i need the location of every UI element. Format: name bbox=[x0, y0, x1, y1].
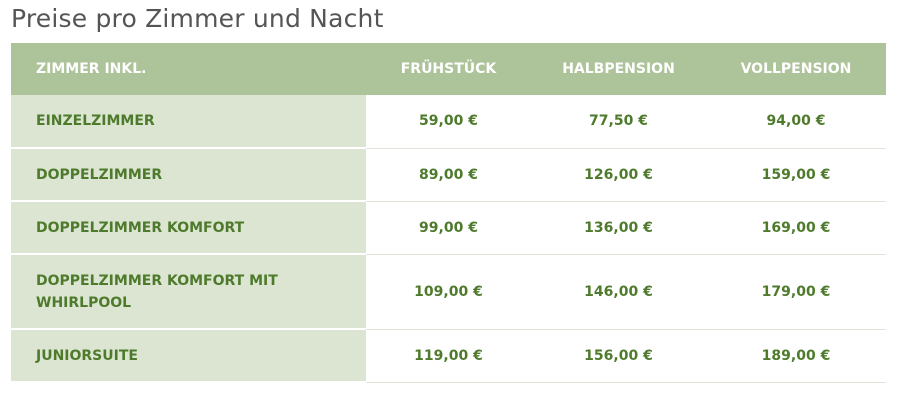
price-breakfast: 89,00 € bbox=[366, 148, 531, 202]
room-name: DOPPELZIMMER bbox=[11, 148, 366, 202]
price-full-board: 189,00 € bbox=[706, 329, 886, 383]
price-half-board: 126,00 € bbox=[531, 148, 706, 202]
price-breakfast: 119,00 € bbox=[366, 329, 531, 383]
room-name: DOPPELZIMMER KOMFORT bbox=[11, 201, 366, 255]
price-breakfast: 59,00 € bbox=[366, 95, 531, 149]
header-full-board: VOLLPENSION bbox=[706, 43, 886, 95]
price-half-board: 77,50 € bbox=[531, 95, 706, 149]
header-room: ZIMMER INKL. bbox=[11, 43, 366, 95]
price-breakfast: 99,00 € bbox=[366, 201, 531, 255]
table-row: DOPPELZIMMER KOMFORT MIT WHIRLPOOL 109,00… bbox=[11, 254, 886, 330]
price-table: ZIMMER INKL. FRÜHSTÜCK HALBPENSION VOLLP… bbox=[11, 43, 886, 383]
table-row: EINZELZIMMER 59,00 €77,50 €94,00 € bbox=[11, 95, 886, 149]
room-name: JUNIORSUITE bbox=[11, 329, 366, 383]
price-full-board: 94,00 € bbox=[706, 95, 886, 149]
room-name: EINZELZIMMER bbox=[11, 95, 366, 149]
table-row: DOPPELZIMMER 89,00 €126,00 €159,00 € bbox=[11, 148, 886, 202]
price-full-board: 179,00 € bbox=[706, 254, 886, 330]
price-full-board: 159,00 € bbox=[706, 148, 886, 202]
header-half-board: HALBPENSION bbox=[531, 43, 706, 95]
room-name: DOPPELZIMMER KOMFORT MIT WHIRLPOOL bbox=[11, 254, 366, 330]
table-header-row: ZIMMER INKL. FRÜHSTÜCK HALBPENSION VOLLP… bbox=[11, 43, 886, 95]
price-full-board: 169,00 € bbox=[706, 201, 886, 255]
price-breakfast: 109,00 € bbox=[366, 254, 531, 330]
price-half-board: 136,00 € bbox=[531, 201, 706, 255]
price-half-board: 146,00 € bbox=[531, 254, 706, 330]
table-row: DOPPELZIMMER KOMFORT 99,00 €136,00 €169,0… bbox=[11, 201, 886, 255]
page-title: Preise pro Zimmer und Nacht bbox=[11, 4, 384, 33]
table-row: JUNIORSUITE 119,00 €156,00 €189,00 € bbox=[11, 329, 886, 383]
header-breakfast: FRÜHSTÜCK bbox=[366, 43, 531, 95]
price-half-board: 156,00 € bbox=[531, 329, 706, 383]
